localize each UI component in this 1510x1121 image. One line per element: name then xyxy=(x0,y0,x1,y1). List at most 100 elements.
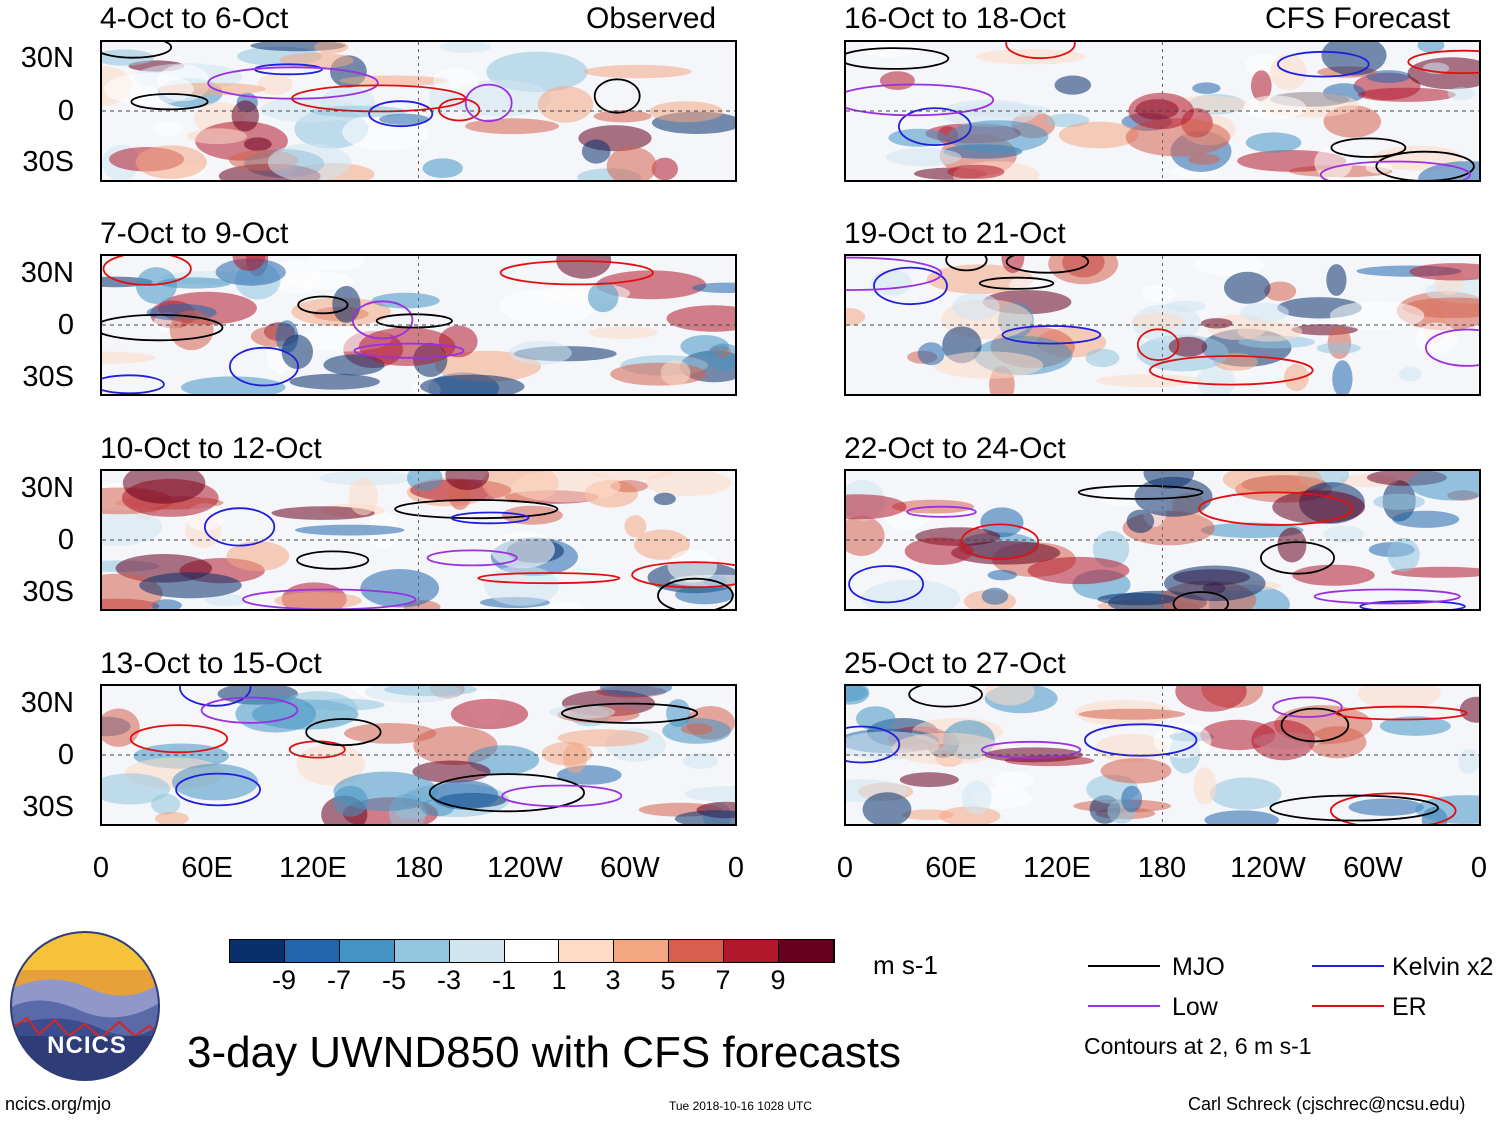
map-panel xyxy=(844,469,1481,611)
anomaly-blob xyxy=(1121,785,1143,813)
anomaly-blob xyxy=(1415,322,1458,355)
wave-contour xyxy=(291,84,467,113)
anomaly-blob xyxy=(319,471,413,486)
x-tick-label: 60W xyxy=(1343,852,1403,884)
anomaly-blob xyxy=(669,574,735,588)
anomaly-blob xyxy=(271,506,375,520)
y-tick-label: 30N xyxy=(20,687,74,719)
wave-contour xyxy=(1375,150,1475,180)
anomaly-blob xyxy=(1447,87,1476,101)
wave-contour xyxy=(560,702,699,724)
figure-title: 3-day UWND850 with CFS forecasts xyxy=(187,1028,901,1077)
anomaly-blob xyxy=(1200,318,1233,329)
anomaly-blob xyxy=(139,572,242,599)
anomaly-blob xyxy=(151,599,182,609)
anomaly-blob xyxy=(583,64,692,79)
anomaly-blob xyxy=(680,723,713,735)
anomaly-blob xyxy=(1085,348,1120,368)
wave-contour xyxy=(1259,541,1335,575)
wave-contour xyxy=(908,686,983,708)
anomaly-blob xyxy=(940,99,1038,127)
anomaly-blob xyxy=(235,695,317,733)
anomaly-blob xyxy=(1027,556,1130,585)
y-tick-label: 30S xyxy=(22,146,74,178)
anomaly-blob xyxy=(1326,264,1347,296)
anomaly-blob xyxy=(879,71,915,90)
anomaly-blob xyxy=(1224,271,1271,304)
wave-contour xyxy=(848,565,924,604)
wave-contour xyxy=(1136,328,1180,361)
colorbar-tick-label: -3 xyxy=(436,965,461,995)
wave-contour xyxy=(501,784,623,808)
x-tick-label: 180 xyxy=(1137,852,1187,884)
anomaly-blob xyxy=(846,308,866,326)
colorbar-swatch xyxy=(669,940,725,962)
anomaly-blob xyxy=(947,120,1049,153)
wave-contour xyxy=(1330,137,1407,158)
anomaly-blob xyxy=(339,75,448,86)
x-tick-label: 0 xyxy=(836,852,854,884)
contour-note: Contours at 2, 6 m s-1 xyxy=(1084,1033,1312,1059)
wave-contour xyxy=(631,561,735,589)
anomaly-blob xyxy=(1387,537,1420,572)
colorbar-units: m s-1 xyxy=(873,950,938,980)
wave-contour xyxy=(657,577,734,609)
wave-contour xyxy=(102,42,173,59)
wave-contour xyxy=(175,772,261,807)
legend-label-low: Low xyxy=(1172,993,1218,1021)
wave-contour xyxy=(464,83,513,123)
wave-contour xyxy=(438,97,481,122)
anomaly-blob xyxy=(135,145,207,179)
anomaly-blob xyxy=(1058,121,1139,149)
panel-title: 19-Oct to 21-Oct xyxy=(844,217,1066,250)
anomaly-blob xyxy=(981,587,1009,605)
wave-contour xyxy=(428,773,586,813)
anomaly-blob xyxy=(1175,686,1247,712)
anomaly-blob xyxy=(888,128,948,147)
anomaly-blob xyxy=(180,376,286,394)
y-tick-label: 0 xyxy=(57,524,74,556)
anomaly-blob xyxy=(332,285,361,323)
colorbar-tick-label: -9 xyxy=(271,965,296,995)
anomaly-blob xyxy=(103,72,194,106)
map-panel xyxy=(100,469,737,611)
anomaly-blob xyxy=(1194,256,1266,277)
colorbar-tick-label: -1 xyxy=(491,965,516,995)
anomaly-blob xyxy=(1332,360,1353,394)
colorbar-swatch xyxy=(284,940,340,962)
wave-contour xyxy=(450,511,530,525)
site-url[interactable]: ncics.org/mjo xyxy=(5,1094,112,1114)
anomaly-blob xyxy=(984,686,1035,706)
anomaly-blob xyxy=(1096,374,1203,388)
anomaly-blob xyxy=(450,698,529,730)
anomaly-blob xyxy=(1277,527,1307,563)
panel-title: 22-Oct to 24-Oct xyxy=(844,432,1066,465)
anomaly-blob xyxy=(289,373,380,390)
colorbar-swatch xyxy=(230,940,285,962)
y-tick-label: 30S xyxy=(22,576,74,608)
colorbar-tick-label: 3 xyxy=(605,965,621,995)
wave-contour xyxy=(297,295,349,315)
anomaly-blob xyxy=(281,334,313,370)
wave-contour xyxy=(129,724,229,754)
anomaly-blob xyxy=(102,351,156,364)
legend-label-mjo: MJO xyxy=(1172,953,1225,981)
anomaly-blob xyxy=(1048,256,1119,285)
anomaly-blob xyxy=(406,471,443,491)
map-panel xyxy=(844,684,1481,826)
wave-contour xyxy=(242,588,417,609)
anomaly-blob xyxy=(267,143,352,180)
anomaly-blob xyxy=(691,282,735,293)
anomaly-blob xyxy=(384,686,477,697)
anomaly-blob xyxy=(314,42,349,54)
colorbar-swatch xyxy=(504,940,560,962)
anomaly-blob xyxy=(1140,284,1177,303)
anomaly-blob xyxy=(420,374,525,394)
wave-contour xyxy=(980,740,1082,759)
anomaly-blob xyxy=(371,292,440,309)
wave-contour xyxy=(1148,355,1314,386)
wave-contour xyxy=(873,266,948,306)
anomaly-blob xyxy=(1323,525,1365,543)
anomaly-blob xyxy=(295,524,405,536)
x-tick-label: 180 xyxy=(394,852,444,884)
